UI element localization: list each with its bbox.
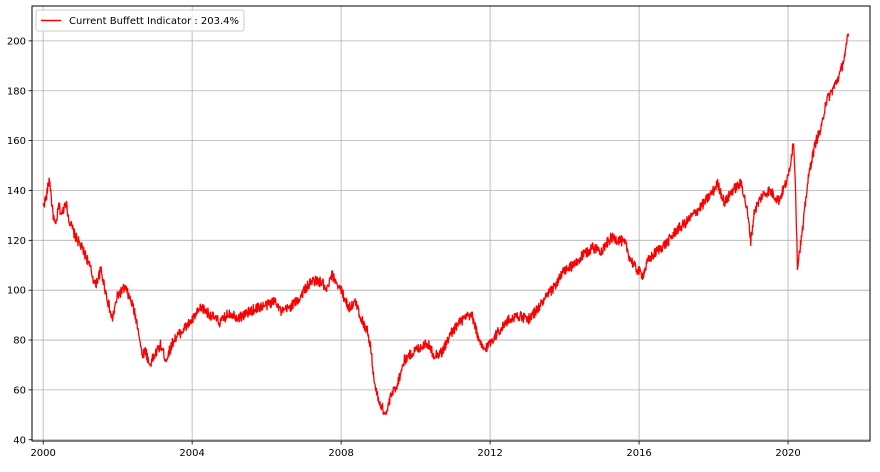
y-tick-label: 120: [7, 236, 26, 247]
grid: [32, 6, 870, 441]
y-tick-label: 160: [7, 136, 26, 147]
ticks: 2000 2004 2008 2012 2016 2020 40 60 80 100 120 140 1…: [7, 36, 801, 459]
x-tick-label: 2004: [179, 448, 204, 459]
x-tick-label: 2000: [30, 448, 55, 459]
axes-frame: [31, 5, 871, 442]
legend-label: Current Buffett Indicator : 203.4%: [69, 16, 239, 27]
y-tick-label: 40: [13, 435, 26, 446]
x-tick-label: 2008: [328, 448, 353, 459]
x-tick-label: 2012: [477, 448, 502, 459]
y-tick-label: 200: [7, 36, 26, 47]
y-tick-label: 60: [13, 385, 26, 396]
y-tick-label: 80: [13, 336, 26, 347]
x-tick-label: 2016: [626, 448, 651, 459]
series-layer: [42, 33, 850, 415]
y-tick-label: 140: [7, 186, 26, 197]
legend: Current Buffett Indicator : 203.4%: [35, 9, 245, 32]
x-tick-label: 2020: [775, 448, 800, 459]
legend-box: [35, 9, 245, 32]
y-tick-label: 180: [7, 86, 26, 97]
series-line: [42, 33, 850, 415]
y-tick-label: 100: [7, 286, 26, 297]
